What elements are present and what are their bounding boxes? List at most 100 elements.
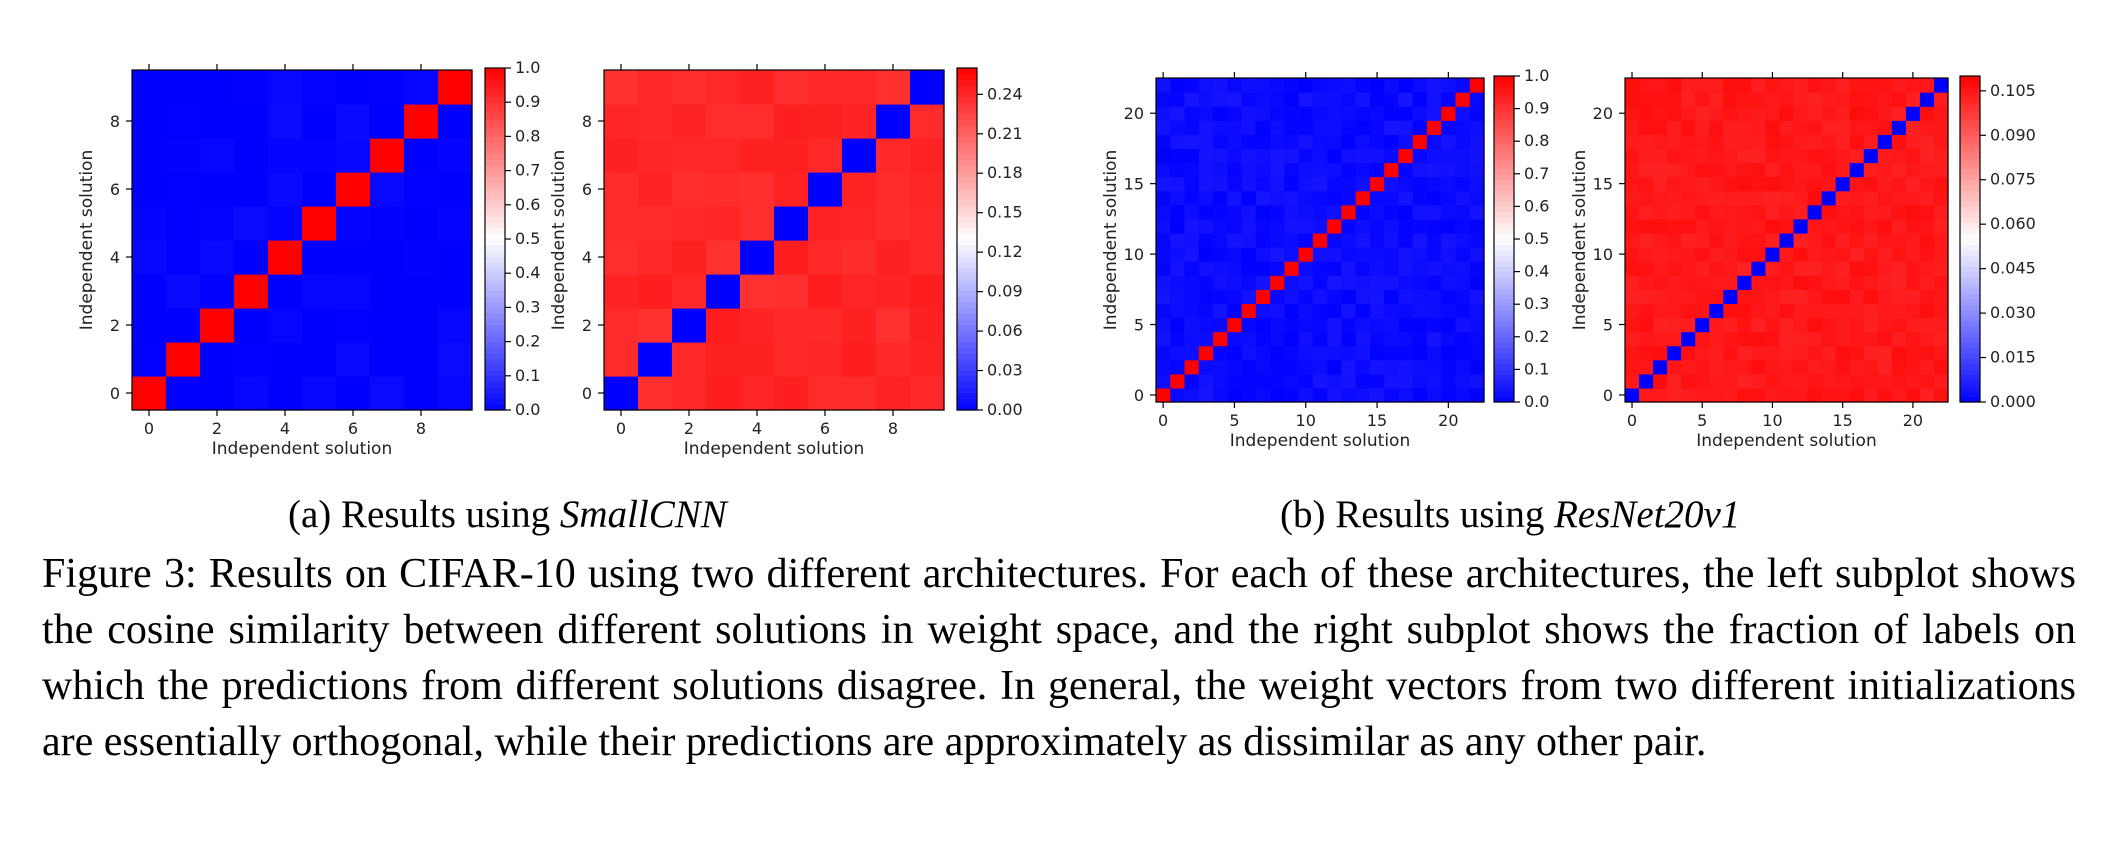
colorbar-segment	[1494, 325, 1514, 332]
heatmap-cell	[1384, 162, 1400, 178]
heatmap-cell	[1709, 261, 1724, 276]
heatmap-cell	[1793, 92, 1809, 107]
heatmap-cell	[1709, 190, 1724, 206]
colorbar-segment	[957, 301, 977, 308]
heatmap-cell	[1709, 232, 1724, 248]
heatmap-cell	[1255, 331, 1271, 347]
heatmap-cell	[1298, 373, 1314, 389]
heatmap-cell	[876, 376, 911, 411]
heatmap-cell	[1639, 78, 1654, 93]
heatmap-cell	[1355, 176, 1371, 192]
heatmap-cell	[1213, 247, 1228, 262]
heatmap-cell	[1469, 345, 1485, 361]
heatmap-cell	[1849, 92, 1865, 107]
heatmap-cell	[1369, 317, 1385, 333]
heatmap-cell	[1709, 345, 1724, 361]
heatmap-cell	[1469, 289, 1485, 304]
heatmap-cell	[1412, 247, 1428, 262]
heatmap-cell	[1751, 373, 1767, 389]
heatmap-cell	[404, 70, 439, 105]
heatmap-cell	[1737, 345, 1752, 361]
heatmap-cell	[1298, 261, 1314, 276]
heatmap-cell	[1807, 190, 1823, 206]
heatmap-cell	[1849, 232, 1865, 248]
colorbar-segment	[957, 193, 977, 200]
x-tick-label: 4	[752, 419, 762, 438]
colorbar-tick-label: 0.2	[1524, 327, 1549, 346]
heatmap-cell	[1426, 218, 1442, 234]
heatmap-cell	[1241, 317, 1257, 333]
heatmap-cell	[876, 240, 911, 275]
heatmap-cell	[1905, 373, 1921, 389]
heatmap-cell	[1384, 106, 1400, 121]
colorbar-tick-label: 0.06	[987, 321, 1023, 340]
heatmap-cell	[1355, 289, 1371, 304]
colorbar-segment	[485, 330, 505, 337]
colorbar-tick-label: 0.0	[1524, 392, 1549, 411]
colorbar-segment	[1960, 206, 1980, 213]
heatmap-cell	[1765, 261, 1781, 276]
heatmap-cell	[1255, 120, 1271, 135]
heatmap-cell	[1384, 148, 1400, 164]
colorbar-segment	[1494, 211, 1514, 218]
heatmap-cell	[706, 240, 741, 275]
colorbar-segment	[957, 358, 977, 365]
colorbar-frame	[1959, 75, 1981, 403]
heatmap-cell	[1877, 289, 1893, 304]
heatmap-cell	[1469, 78, 1485, 93]
heatmap-cell	[1737, 331, 1752, 347]
heatmap-cell	[1213, 190, 1228, 206]
heatmap-cell	[1793, 373, 1809, 389]
heatmap-cell	[1863, 247, 1879, 262]
heatmap-cell	[876, 274, 911, 309]
heatmap-cell	[1227, 162, 1243, 178]
colorbar-segment	[485, 358, 505, 365]
y-tick-label: 6	[110, 180, 120, 199]
heatmap-cell	[1625, 176, 1640, 192]
heatmap-cell	[268, 70, 303, 105]
colorbar-segment	[957, 290, 977, 297]
heatmap-cell	[1312, 106, 1328, 121]
heatmap-cell	[1779, 359, 1795, 375]
heatmap-cell	[1695, 247, 1710, 262]
heatmap-cell	[1905, 289, 1921, 304]
heatmap-cell	[1227, 303, 1243, 319]
heatmap-cell	[1821, 345, 1837, 361]
heatmap-cell	[1835, 359, 1851, 375]
heatmap-cell	[1327, 331, 1342, 347]
y-tick-label: 8	[582, 112, 592, 131]
heatmap-cell	[1709, 387, 1724, 403]
heatmap-cell	[1441, 359, 1457, 375]
heatmap-cell	[1639, 232, 1654, 248]
colorbar-tick-label: 0.6	[515, 195, 540, 214]
heatmap-cell	[1284, 289, 1300, 304]
heatmap-cell	[1412, 162, 1428, 178]
colorbar-segment	[957, 313, 977, 320]
heatmap-cell	[1255, 148, 1271, 164]
y-axis-label: Independent solution	[1101, 150, 1121, 330]
heatmap-cell	[1933, 387, 1949, 403]
heatmap-cell	[1905, 106, 1921, 121]
heatmap-cell	[1198, 218, 1214, 234]
heatmap-cell	[1441, 120, 1457, 135]
heatmap-cell	[438, 104, 473, 139]
heatmap-cell	[1863, 275, 1879, 290]
heatmap-cell	[1284, 204, 1300, 220]
colorbar-segment	[957, 370, 977, 377]
heatmap-cell	[1849, 190, 1865, 206]
heatmap-cell	[1384, 190, 1400, 206]
heatmap-cell	[1198, 106, 1214, 121]
heatmap-cell	[1426, 134, 1442, 150]
heatmap-cell	[1455, 204, 1471, 220]
heatmap-cell	[1905, 204, 1921, 220]
colorbar-segment	[1494, 363, 1514, 370]
heatmap-cell	[1863, 232, 1879, 248]
heatmap-cell	[638, 172, 673, 207]
heatmap-cell	[302, 308, 337, 343]
colorbar-segment	[1494, 380, 1514, 387]
heatmap-cell	[1919, 78, 1935, 93]
heatmap-cell	[1270, 78, 1285, 93]
heatmap-cell	[1455, 289, 1471, 304]
colorbar-segment	[1494, 195, 1514, 202]
